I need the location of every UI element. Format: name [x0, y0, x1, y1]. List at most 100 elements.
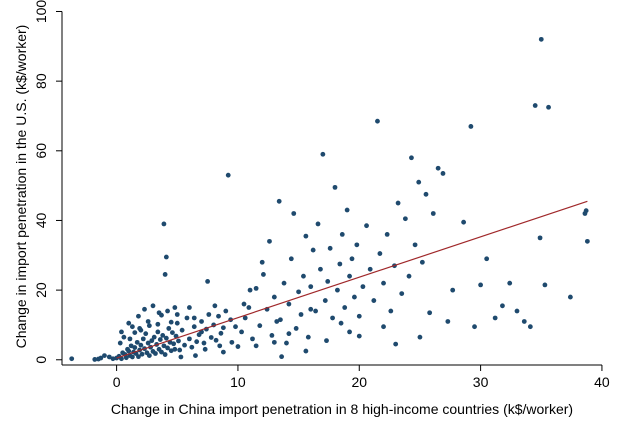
data-point: [367, 266, 373, 272]
data-point: [247, 287, 253, 293]
data-point: [261, 272, 266, 277]
data-point: [271, 339, 277, 345]
data-point: [324, 338, 329, 344]
data-point: [291, 211, 297, 216]
data-point: [168, 319, 174, 325]
data-point: [303, 233, 309, 239]
data-point: [239, 329, 244, 335]
data-point: [145, 340, 151, 346]
data-point: [106, 354, 112, 360]
data-point: [241, 301, 247, 307]
data-point: [168, 348, 174, 354]
data-point: [205, 279, 211, 284]
data-point: [267, 238, 272, 244]
data-point: [128, 343, 134, 349]
y-tick-label: 80: [33, 73, 49, 89]
data-point: [143, 331, 149, 337]
data-point: [344, 207, 350, 213]
data-point: [417, 334, 423, 340]
data-point: [445, 319, 451, 324]
data-point: [313, 308, 318, 314]
y-axis-ticks: 0 20 40 60 80 100: [33, 0, 62, 364]
data-point: [218, 330, 224, 336]
data-point: [165, 308, 170, 314]
data-point: [156, 310, 162, 316]
data-point: [126, 348, 132, 354]
data-point: [288, 256, 294, 262]
data-point: [298, 312, 304, 317]
data-point: [138, 342, 144, 348]
data-point: [139, 351, 145, 357]
data-point: [318, 266, 323, 272]
data-point: [279, 354, 285, 360]
data-point: [187, 305, 192, 310]
data-point: [202, 346, 208, 352]
data-point: [402, 216, 408, 222]
data-point: [235, 344, 241, 349]
data-point: [472, 324, 477, 330]
data-point: [161, 221, 167, 227]
data-point: [142, 306, 147, 312]
data-point: [377, 251, 383, 256]
data-point: [191, 324, 197, 330]
data-point: [213, 337, 219, 343]
data-point: [364, 223, 369, 229]
data-point: [206, 312, 212, 317]
data-point: [315, 221, 321, 227]
data-point: [419, 259, 425, 265]
y-tick-label: 20: [33, 282, 49, 298]
data-point: [546, 104, 551, 110]
data-point: [98, 355, 104, 361]
data-point: [217, 343, 223, 349]
data-point: [162, 272, 168, 277]
data-point: [360, 284, 366, 290]
data-point: [153, 351, 158, 356]
x-tick-label: 10: [230, 374, 246, 390]
data-point: [416, 179, 422, 185]
data-point: [159, 349, 164, 355]
data-point: [117, 340, 123, 346]
data-point: [123, 355, 129, 361]
data-point: [129, 324, 135, 330]
data-point: [347, 329, 352, 335]
data-point: [583, 208, 589, 214]
data-point: [121, 334, 127, 340]
data-point: [177, 347, 183, 353]
data-point: [584, 238, 590, 244]
data-point: [500, 303, 505, 309]
x-tick-label: 20: [351, 374, 367, 390]
data-point: [337, 261, 343, 267]
data-point: [225, 172, 231, 178]
data-point: [172, 305, 178, 310]
data-point: [384, 231, 390, 237]
data-point: [126, 320, 132, 326]
data-point: [160, 332, 166, 338]
x-tick-label: 40: [594, 374, 610, 390]
data-point: [155, 321, 161, 327]
data-point: [388, 308, 394, 314]
data-point: [176, 338, 181, 344]
data-point: [162, 352, 168, 357]
data-point: [406, 273, 412, 279]
data-point: [338, 320, 344, 326]
data-point: [461, 219, 467, 225]
data-point: [274, 319, 280, 324]
data-point: [132, 330, 138, 336]
data-point: [427, 310, 433, 316]
data-point: [276, 198, 282, 204]
data-point: [286, 331, 292, 337]
data-point: [229, 339, 235, 345]
data-point: [286, 301, 292, 307]
data-point: [136, 354, 141, 360]
data-point: [381, 280, 386, 286]
data-point: [119, 356, 124, 362]
data-point: [149, 338, 155, 344]
data-point: [165, 345, 170, 351]
data-point: [242, 315, 248, 321]
data-point: [146, 353, 152, 358]
data-point: [170, 330, 175, 336]
data-point: [356, 313, 362, 319]
y-tick-label: 60: [33, 143, 49, 159]
data-point: [157, 337, 163, 342]
data-point: [92, 357, 98, 362]
